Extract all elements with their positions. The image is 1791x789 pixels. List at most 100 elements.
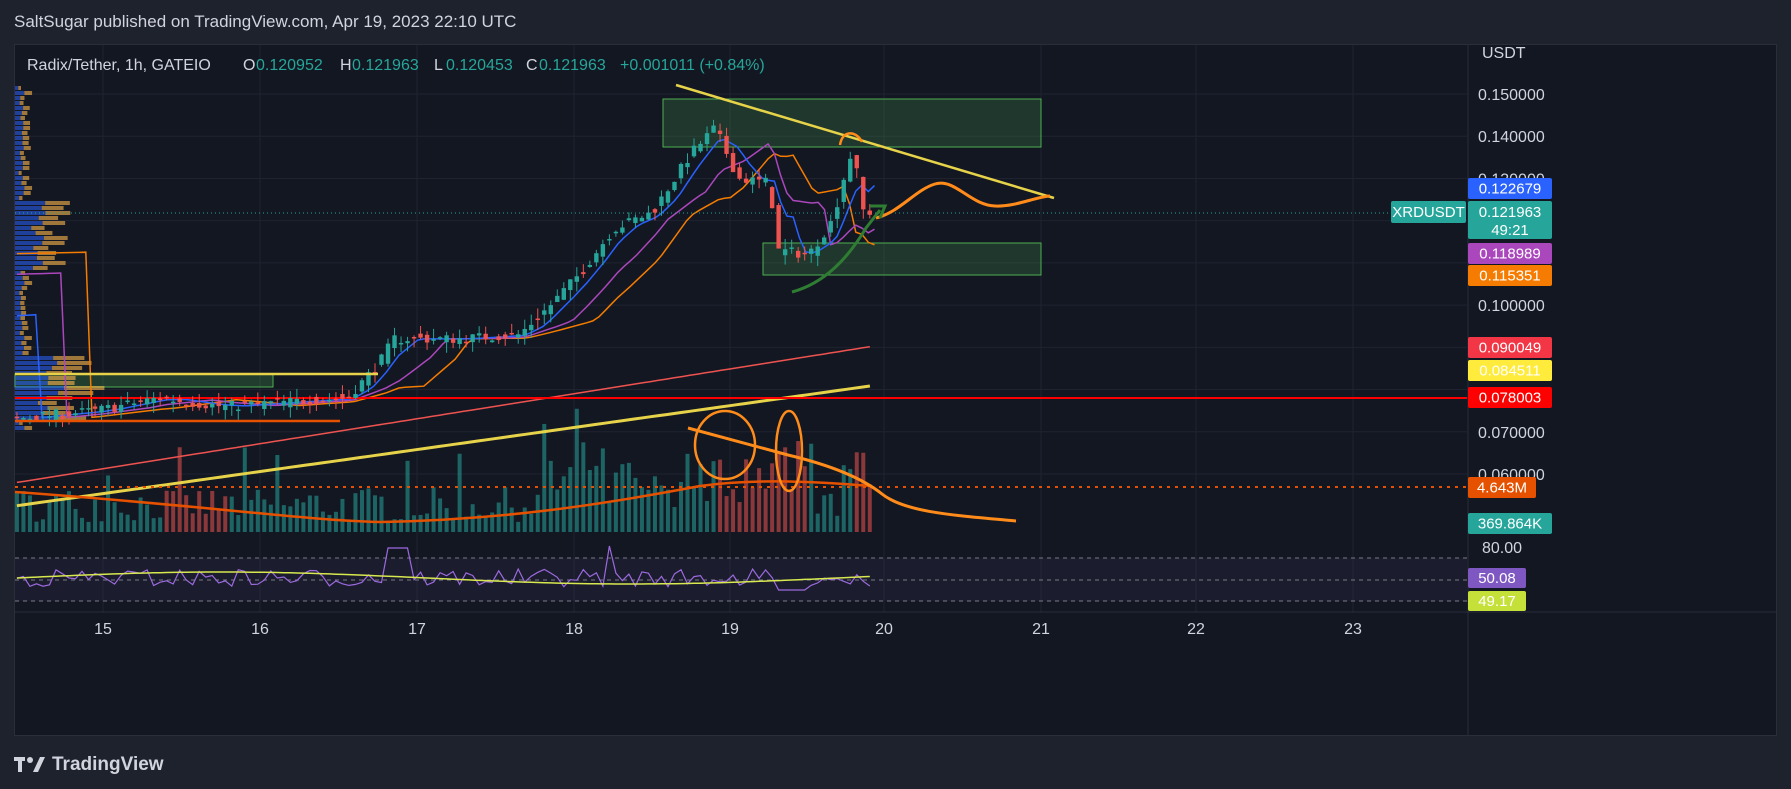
volume-bar	[665, 489, 670, 532]
volume-bar	[522, 507, 527, 532]
axis-currency: USDT	[1482, 45, 1526, 62]
volume-bar	[451, 519, 456, 532]
volume-bar	[138, 497, 143, 532]
volume-profile-bar	[15, 156, 21, 160]
volume-profile-bar	[20, 96, 25, 100]
candle-body	[14, 416, 20, 419]
rsi-pane	[15, 545, 1467, 602]
volume-bar	[386, 520, 391, 532]
volume-bar	[542, 423, 547, 532]
candle-body	[353, 393, 358, 399]
volume-profile-bar	[15, 241, 43, 245]
legend-change: +0.001011 (+0.84%)	[620, 57, 765, 74]
volume-bar	[607, 502, 612, 532]
legend-symbol: Radix/Tether, 1h, GATEIO	[27, 57, 211, 74]
volume-profile-bar	[15, 291, 20, 295]
time-tick: 18	[565, 621, 583, 638]
volume-profile-bar	[15, 276, 23, 280]
volume-profile-bar	[23, 121, 31, 125]
volume-bar	[418, 514, 423, 532]
volume-profile-bar	[15, 321, 22, 325]
peak-arc	[838, 132, 864, 146]
publish-line: SaltSugar published on TradingView.com, …	[14, 12, 517, 31]
volume-bar	[399, 519, 404, 532]
candle-body	[437, 337, 443, 339]
candle-body	[294, 398, 300, 404]
user-drawings	[15, 83, 1055, 523]
volume-bar	[698, 464, 703, 532]
candle-body	[223, 404, 228, 411]
volume-profile-bar	[15, 216, 39, 220]
volume-profile-bar	[42, 221, 66, 225]
volume-bar	[822, 495, 827, 532]
candle-body	[548, 305, 553, 315]
volume-profile-bar	[51, 366, 83, 370]
candle-body	[314, 396, 319, 405]
volume-bar	[60, 497, 65, 532]
candle-body	[288, 397, 293, 408]
candle-body	[646, 212, 651, 220]
candle-body	[600, 244, 606, 257]
volume-bar	[190, 513, 195, 532]
volume-bar	[21, 491, 26, 532]
volume-bar	[457, 453, 462, 532]
volume-profile-bar	[15, 106, 24, 110]
volume-profile-bar	[15, 206, 42, 210]
time-tick: 15	[94, 621, 112, 638]
volume-bar	[164, 490, 169, 532]
candle-body	[633, 217, 638, 224]
volume-bar	[99, 521, 104, 532]
volume-bar	[711, 461, 716, 532]
candle-body	[86, 408, 91, 410]
grid-lines	[15, 45, 1776, 735]
volume-bar	[405, 460, 410, 532]
volume-profile-bar	[15, 171, 19, 175]
volume-bar	[333, 511, 338, 532]
candle-body	[21, 417, 26, 420]
volume-bar	[678, 481, 683, 532]
candle-body	[730, 153, 736, 173]
candle-body	[795, 250, 801, 258]
volume-profile-bar	[19, 101, 24, 105]
volume-bar	[848, 469, 853, 532]
volume-bar	[757, 468, 762, 532]
candle-body	[626, 218, 632, 221]
volume-profile-bar	[21, 321, 28, 325]
candle-body	[861, 176, 866, 210]
badge-support_line-text: 0.078003	[1479, 390, 1542, 407]
volume-profile-bar	[15, 121, 24, 125]
candle-body	[672, 181, 677, 191]
volume-profile-bar	[15, 141, 23, 145]
candle-body	[652, 209, 658, 213]
volume-profile-bar	[15, 426, 25, 430]
volume-bar	[379, 496, 384, 532]
volume-bar	[67, 491, 72, 532]
volume-profile-bar	[15, 236, 44, 240]
volume-profile-bar	[43, 236, 68, 240]
volume-profile-bar	[15, 201, 46, 205]
volume-bar	[652, 476, 657, 532]
candle-body	[307, 401, 313, 406]
candle-body	[53, 409, 59, 421]
volume-profile-bar	[15, 246, 34, 250]
volume-bar	[672, 507, 677, 532]
volume-bar	[744, 459, 749, 532]
volume-bar	[692, 486, 697, 532]
volume-bar	[392, 519, 397, 532]
candle-body	[138, 400, 143, 402]
volume-bar	[255, 489, 260, 532]
volume-profile-bar	[23, 346, 32, 350]
volume-profile-bar	[15, 211, 46, 215]
volume-profile-bar	[22, 276, 29, 280]
volume-profile-bar	[15, 166, 23, 170]
volume-bar	[307, 495, 312, 532]
volume-profile-bar	[15, 296, 21, 300]
drawing-zones	[14, 86, 1042, 430]
volume-bar	[718, 459, 723, 532]
volume-bar	[197, 491, 202, 532]
volume-profile-bar	[23, 126, 31, 130]
volume-profile-bar	[24, 426, 33, 430]
volume-bar	[737, 502, 742, 532]
candle-body	[470, 334, 475, 343]
